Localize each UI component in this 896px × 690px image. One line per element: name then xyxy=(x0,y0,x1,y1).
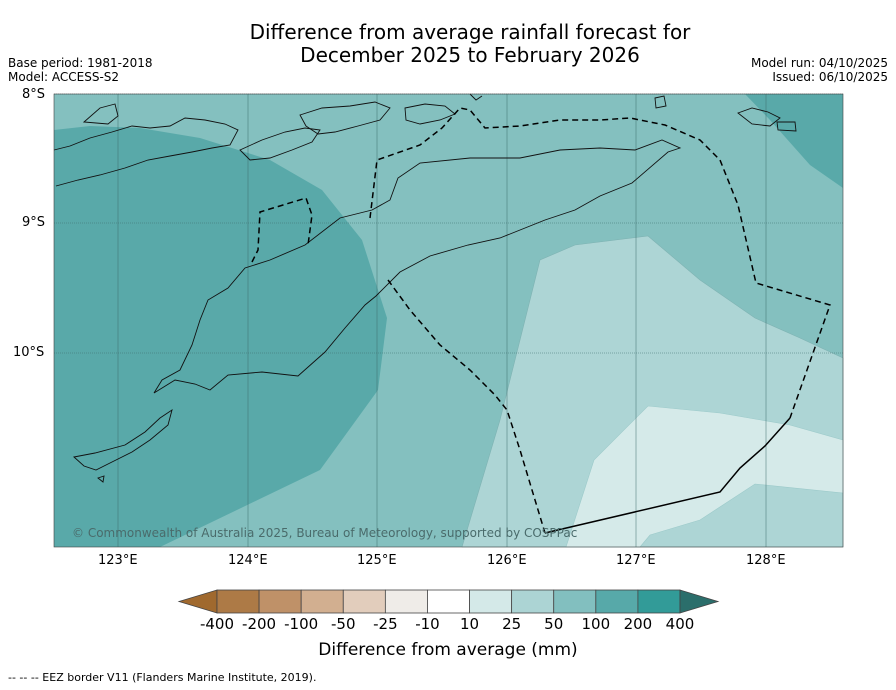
issued-date: Issued: 06/10/2025 xyxy=(772,70,888,84)
lon-label-128e: 128°E xyxy=(746,553,786,568)
model-run: Model run: 04/10/2025 xyxy=(750,56,888,70)
colorbar-tick-label: -400 xyxy=(199,615,235,633)
colorbar-tick-label: 200 xyxy=(623,615,653,633)
copyright-notice: © Commonwealth of Australia 2025, Bureau… xyxy=(72,526,578,540)
colorbar-swatch xyxy=(342,589,386,614)
colorbar-swatch xyxy=(300,589,344,614)
colorbar-tick-label: 100 xyxy=(581,615,611,633)
lon-label-125e: 125°E xyxy=(357,553,397,568)
colorbar-extend-high xyxy=(679,589,720,614)
colorbar xyxy=(177,589,720,614)
lon-label-124e: 124°E xyxy=(228,553,268,568)
base-period: Base period: 1981-2018 xyxy=(8,56,153,70)
lon-label-123e: 123°E xyxy=(98,553,138,568)
eez-border xyxy=(251,107,831,534)
coastlines xyxy=(53,93,797,483)
lat-label-10s: 10°S xyxy=(13,345,45,360)
colorbar-tick-label: -10 xyxy=(415,615,440,633)
model-name: Model: ACCESS-S2 xyxy=(8,70,120,84)
colorbar-tick-label: 10 xyxy=(459,615,480,633)
colorbar-tick-label: -200 xyxy=(242,615,277,633)
lat-label-9s: 9°S xyxy=(22,215,46,230)
colorbar-swatch xyxy=(595,589,639,614)
lon-label-126e: 126°E xyxy=(487,553,527,568)
colorbar-tick-label: 25 xyxy=(502,615,522,633)
colorbar-label: Difference from average (mm) xyxy=(318,640,578,660)
eez-border-solid xyxy=(544,417,791,534)
colorbar-swatch xyxy=(553,589,597,614)
colorbar-swatch xyxy=(427,589,470,614)
lon-label-127e: 127°E xyxy=(616,553,656,568)
colorbar-tick-label: -25 xyxy=(373,615,398,633)
colorbar-tick-label: 50 xyxy=(544,615,564,633)
colorbar-tick-label: -100 xyxy=(284,615,319,633)
fill-100-200-west xyxy=(54,94,387,547)
map-title-line2: December 2025 to February 2026 xyxy=(300,43,640,67)
colorbar-swatch xyxy=(384,589,428,614)
map-frame xyxy=(53,93,844,548)
colorbar-swatch xyxy=(258,589,302,614)
colorbar-swatch xyxy=(511,589,555,614)
lat-label-8s: 8°S xyxy=(22,87,46,102)
fill-100-200-northeast xyxy=(745,94,843,188)
map-title-line1: Difference from average rainfall forecas… xyxy=(249,20,691,44)
colorbar-swatch xyxy=(216,589,260,614)
colorbar-swatch xyxy=(469,589,513,614)
colorbar-tick-label: 400 xyxy=(665,615,695,633)
colorbar-extend-low xyxy=(177,589,218,614)
colorbar-swatch xyxy=(637,589,681,614)
eez-footnote: -- -- -- EEZ border V11 (Flanders Marine… xyxy=(8,671,317,684)
colorbar-tick-label: -50 xyxy=(331,615,356,633)
